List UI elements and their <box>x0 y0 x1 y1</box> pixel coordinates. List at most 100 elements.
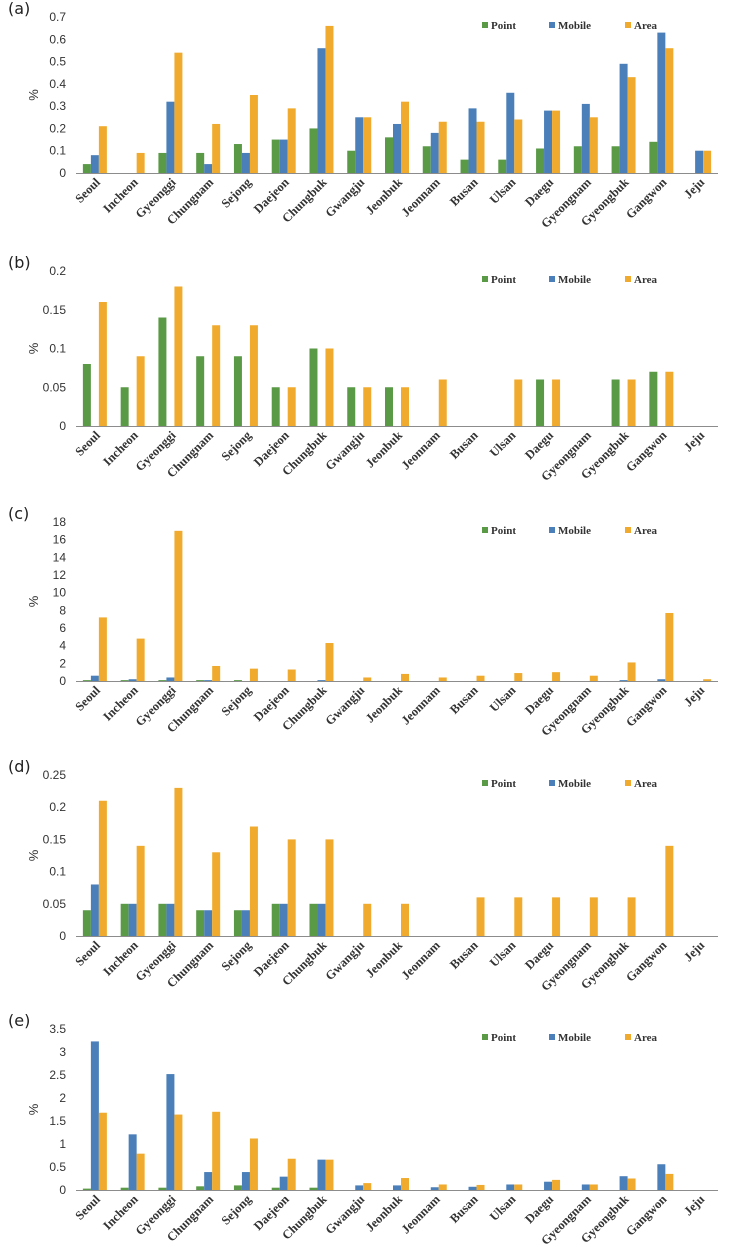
y-tick-label: 0 <box>59 1183 66 1197</box>
x-tick-label: Daegu <box>522 938 556 972</box>
y-tick-label: 4 <box>59 639 66 653</box>
bar-area-chungbuk <box>325 348 334 426</box>
y-tick-label: 8 <box>59 603 66 617</box>
bar-point-incheon <box>120 903 129 936</box>
bar-mobile-chungnam <box>204 910 213 936</box>
bar-area-seoul <box>98 617 107 681</box>
bar-area-gyeonggi <box>174 52 183 173</box>
bar-area-gyeongnam <box>589 897 598 936</box>
bar-point-chungnam <box>196 1186 205 1190</box>
chart-panel-1: (a)00.10.20.30.40.50.60.7%SeoulIncheonGy… <box>8 0 718 231</box>
bar-mobile-daejeon <box>279 1176 288 1190</box>
bar-area-gyeongnam <box>589 117 598 173</box>
bar-point-seoul <box>82 164 91 173</box>
legend-label-area: Area <box>634 20 658 32</box>
bar-area-ulsan <box>514 379 523 426</box>
y-tick-label: 0.2 <box>49 800 66 814</box>
x-tick-label: Gwangju <box>323 683 368 728</box>
bar-point-daegu <box>536 379 545 426</box>
x-tick-label: Seoul <box>72 175 103 206</box>
legend-swatch-mobile <box>549 780 555 786</box>
x-tick-label: Gangwon <box>623 428 669 474</box>
bar-mobile-sejong <box>241 910 250 936</box>
bar-area-incheon <box>136 1153 145 1190</box>
x-tick-label: Sejong <box>219 428 255 464</box>
legend-swatch-area <box>625 527 631 533</box>
bar-area-gyeonggi <box>174 1114 183 1190</box>
bar-mobile-jeonbuk <box>393 1185 401 1190</box>
bar-area-gangwon <box>665 612 674 681</box>
x-tick-label: Ulsan <box>487 428 519 460</box>
bar-mobile-gangwon <box>657 32 666 173</box>
bar-mobile-seoul <box>90 1041 99 1190</box>
bar-point-sejong <box>233 356 242 426</box>
x-tick-label: Sejong <box>219 938 255 974</box>
bar-area-jeonbuk <box>401 903 409 936</box>
bar-area-gyeonggi <box>174 787 183 936</box>
y-axis-label: % <box>26 89 41 101</box>
bar-point-chungnam <box>196 356 205 426</box>
bar-area-gyeongnam <box>589 1184 598 1190</box>
bar-area-seoul <box>98 126 107 173</box>
bar-area-chungnam <box>212 665 221 681</box>
chart-panel-2: (b)00.050.10.150.2%SeoulIncheonGyeonggiC… <box>8 253 718 484</box>
y-tick-label: 3 <box>59 1045 66 1059</box>
x-tick-label: Ulsan <box>487 1192 519 1224</box>
legend-label-mobile: Mobile <box>558 274 591 286</box>
bar-mobile-daegu <box>544 1181 553 1190</box>
bar-area-busan <box>476 1184 485 1190</box>
bar-mobile-chungnam <box>204 1172 213 1190</box>
y-tick-label: 12 <box>53 568 67 582</box>
bar-area-daegu <box>552 110 561 173</box>
bar-point-jeonnam <box>422 146 431 173</box>
y-tick-label: 0.6 <box>49 32 66 46</box>
bar-area-jeju <box>703 150 712 173</box>
x-tick-label: Jeju <box>681 175 707 201</box>
bar-area-jeonbuk <box>401 673 409 681</box>
bar-area-daegu <box>552 1179 561 1190</box>
y-tick-label: 1 <box>59 1137 66 1151</box>
bar-mobile-chungnam <box>204 680 213 681</box>
bar-point-daejeon <box>271 1187 280 1190</box>
legend-label-point: Point <box>491 778 516 790</box>
legend-swatch-mobile <box>549 527 555 533</box>
bar-area-chungnam <box>212 123 221 173</box>
x-tick-label: Sejong <box>219 1192 255 1228</box>
bar-mobile-gangwon <box>657 1164 666 1190</box>
bar-mobile-gwangju <box>355 117 364 173</box>
bar-area-jeonnam <box>438 379 447 426</box>
bar-point-chungbuk <box>309 903 318 936</box>
y-tick-label: 0.5 <box>49 1160 66 1174</box>
x-tick-label: Seoul <box>72 938 103 969</box>
x-tick-label: Gwangju <box>323 428 368 473</box>
x-tick-label: Jeju <box>681 683 707 709</box>
y-tick-label: 0 <box>59 419 66 433</box>
bar-mobile-gyeonggi <box>166 903 175 936</box>
bar-point-ulsan <box>498 159 507 173</box>
bar-point-seoul <box>82 680 91 681</box>
bar-point-busan <box>460 159 469 173</box>
legend-swatch-area <box>625 22 631 28</box>
bar-mobile-gyeonggi <box>166 101 175 173</box>
legend-swatch-mobile <box>549 22 555 28</box>
bar-area-sejong <box>249 1138 258 1190</box>
bar-mobile-chungnam <box>204 164 213 173</box>
bar-area-jeonnam <box>438 121 447 173</box>
bar-area-daejeon <box>287 1158 296 1190</box>
x-tick-label: Seoul <box>72 428 103 459</box>
x-tick-label: Ulsan <box>487 683 519 715</box>
x-tick-label: Busan <box>447 683 481 717</box>
x-tick-label: Sejong <box>219 175 255 211</box>
bar-area-daegu <box>552 897 561 936</box>
x-tick-label: Seoul <box>72 1192 103 1223</box>
x-tick-label: Sejong <box>219 683 255 719</box>
bar-area-gangwon <box>665 371 674 426</box>
bar-area-chungnam <box>212 1111 221 1190</box>
y-tick-label: 0.15 <box>43 832 67 846</box>
x-tick-label: Seoul <box>72 683 103 714</box>
x-tick-label: Busan <box>447 938 481 972</box>
legend-swatch-area <box>625 1034 631 1040</box>
bar-area-gwangju <box>363 677 372 681</box>
y-tick-label: 0.2 <box>49 121 66 135</box>
bar-point-daejeon <box>271 903 280 936</box>
